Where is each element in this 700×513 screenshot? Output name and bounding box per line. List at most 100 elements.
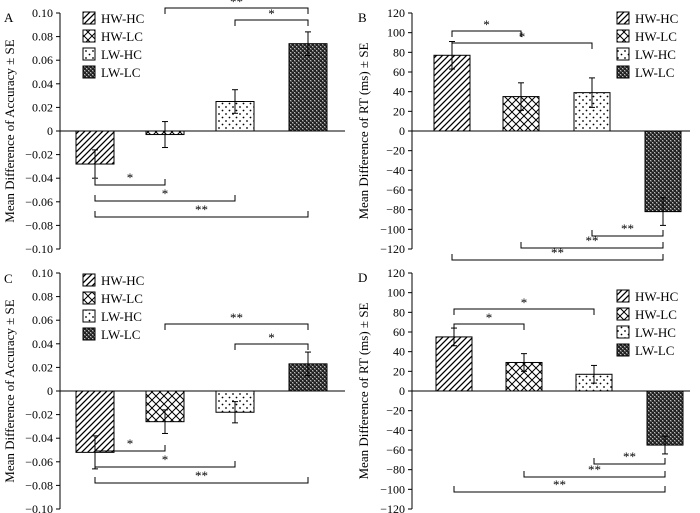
- y-tick-label: 80: [393, 305, 405, 319]
- y-tick-label: 100: [387, 286, 405, 300]
- y-tick-label: 0.10: [32, 6, 53, 20]
- panel-D: D −120 −100 −80 −60 −40 −20 0 20 40 60 80 100 120 Mean…: [356, 266, 690, 513]
- panel-label: B: [358, 10, 367, 25]
- y-tick-label: 120: [387, 6, 405, 20]
- significance-bracket: [453, 308, 595, 315]
- legend-label: HW-LC: [101, 29, 143, 44]
- significance-marker: *: [268, 6, 275, 21]
- legend-swatch: [616, 325, 630, 339]
- y-tick-label: 0.02: [32, 100, 53, 114]
- significance-marker: *: [268, 330, 275, 345]
- y-tick-label: 0.10: [32, 266, 53, 280]
- y-tick-label: −60: [386, 443, 405, 457]
- significance-marker: **: [230, 310, 243, 325]
- significance-bracket: [234, 343, 309, 350]
- y-tick-label: −0.10: [25, 242, 53, 256]
- significance-bracket: [453, 323, 525, 330]
- legend-label: LW-HC: [635, 325, 676, 340]
- legend-swatch: [616, 65, 630, 79]
- y-tick-label: −0.10: [25, 502, 53, 513]
- significance-bracket: [451, 42, 593, 49]
- legend-swatch: [616, 29, 630, 43]
- significance-marker: **: [195, 468, 208, 483]
- legend-swatch: [82, 11, 96, 25]
- y-tick-label: −0.08: [25, 478, 53, 492]
- significance-bracket: [523, 471, 666, 478]
- significance-marker: **: [621, 221, 634, 236]
- legend-label: HW-HC: [101, 273, 144, 288]
- significance-bracket: [451, 30, 522, 37]
- legend-swatch: [82, 291, 96, 305]
- legend-label: LW-LC: [635, 65, 674, 80]
- legend-label: HW-LC: [101, 291, 143, 306]
- legend-label: LW-HC: [635, 47, 676, 62]
- significance-bracket: [234, 19, 309, 26]
- significance-bracket: [593, 458, 666, 465]
- panel-C: C −0.10 −0.08 −0.06 −0.04 −0.02 0 0.02 0.04 0.06 0…: [2, 266, 345, 513]
- significance-marker: **: [623, 449, 636, 464]
- significance-bracket: [164, 323, 309, 330]
- y-tick-label: 0.04: [32, 77, 53, 91]
- significance-marker: *: [486, 310, 493, 325]
- significance-bracket: [164, 7, 309, 14]
- y-tick-label: −0.02: [25, 408, 53, 422]
- y-tick-label: −80: [386, 463, 405, 477]
- legend-swatch: [616, 47, 630, 61]
- y-axis-label: Mean Difference of RT (ms) ± SE: [356, 42, 371, 219]
- y-tick-label: −60: [386, 183, 405, 197]
- legend-swatch: [82, 65, 96, 79]
- y-tick-label: −0.04: [25, 431, 53, 445]
- y-tick-label: 0: [47, 384, 53, 398]
- legend-label: LW-LC: [101, 327, 140, 342]
- y-tick-label: 0: [399, 124, 405, 138]
- significance-bracket: [451, 254, 664, 261]
- significance-marker: *: [162, 452, 169, 467]
- significance-marker: *: [521, 295, 528, 310]
- y-tick-label: 0.02: [32, 360, 53, 374]
- legend-swatch: [616, 343, 630, 357]
- legend-swatch: [616, 307, 630, 321]
- panel-label: A: [4, 10, 14, 25]
- y-tick-label: 0.04: [32, 337, 53, 351]
- y-tick-label: −0.06: [25, 455, 53, 469]
- significance-marker: *: [483, 17, 490, 32]
- y-tick-label: 120: [387, 266, 405, 280]
- significance-bracket: [94, 195, 236, 202]
- legend-label: HW-LC: [635, 307, 677, 322]
- significance-marker: **: [230, 0, 243, 9]
- legend-label: HW-HC: [635, 289, 678, 304]
- y-tick-label: 0.08: [32, 30, 53, 44]
- legend-swatch: [82, 273, 96, 287]
- bar-HW-LC: [505, 361, 543, 392]
- y-tick-label: 20: [393, 104, 405, 118]
- y-tick-label: −20: [386, 404, 405, 418]
- y-tick-label: 0.06: [32, 313, 53, 327]
- significance-bracket: [94, 211, 309, 218]
- y-axis-label: Mean Difference of Accuracy ± SE: [2, 299, 17, 482]
- panel-label: C: [4, 271, 13, 286]
- significance-bracket: [453, 486, 666, 493]
- y-tick-label: 20: [393, 364, 405, 378]
- y-tick-label: 60: [393, 325, 405, 339]
- bar-LW-LC: [288, 43, 328, 132]
- y-tick-label: −120: [380, 502, 405, 513]
- significance-bracket: [94, 461, 236, 468]
- y-tick-label: 80: [393, 45, 405, 59]
- y-tick-label: −40: [386, 163, 405, 177]
- legend-swatch: [616, 289, 630, 303]
- significance-bracket: [94, 179, 166, 186]
- significance-bracket: [94, 445, 166, 452]
- y-tick-label: 40: [393, 345, 405, 359]
- legend-label: LW-LC: [101, 65, 140, 80]
- legend-swatch: [82, 47, 96, 61]
- panel-B: B −120 −100 −80 −60 −40 −20 0 20 40 60 80 100 120 Mean…: [356, 6, 690, 261]
- legend-swatch: [82, 327, 96, 341]
- y-tick-label: 100: [387, 26, 405, 40]
- y-tick-label: 60: [393, 65, 405, 79]
- y-tick-label: 0.06: [32, 53, 53, 67]
- y-tick-label: −0.04: [25, 171, 53, 185]
- legend-label: HW-HC: [635, 11, 678, 26]
- significance-bracket: [591, 230, 664, 237]
- significance-marker: **: [195, 202, 208, 217]
